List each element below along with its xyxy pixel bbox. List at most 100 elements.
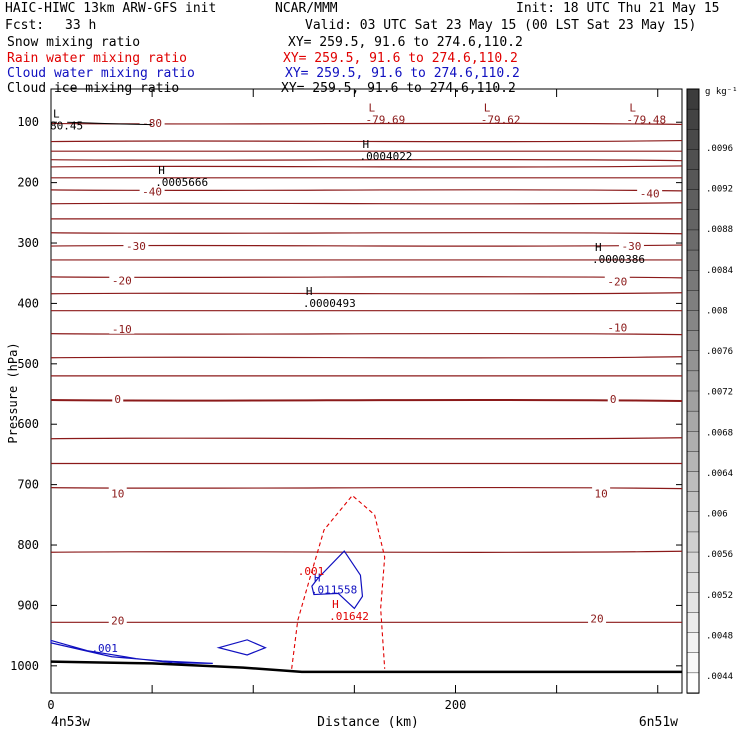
colorbar-segment xyxy=(686,350,700,372)
colorbar-segment xyxy=(686,672,700,694)
isotherm-line xyxy=(50,550,683,554)
cloud-water-contour xyxy=(311,550,364,610)
colorbar-segment xyxy=(686,330,700,352)
colorbar-segment xyxy=(686,149,700,171)
colorbar-label: .0056 xyxy=(706,550,733,560)
init-time: Init: 18 UTC Thu 21 May 15 xyxy=(516,1,720,16)
colorbar-segment xyxy=(686,632,700,654)
valid-time: Valid: 03 UTC Sat 23 May 15 (00 LST Sat … xyxy=(305,18,697,33)
colorbar-segment xyxy=(686,270,700,292)
colorbar-segment xyxy=(686,129,700,151)
isotherm-line xyxy=(50,437,683,440)
x-axis-title: Distance (km) xyxy=(317,715,419,730)
isotherm-label-bg xyxy=(607,391,619,404)
colorbar-segment xyxy=(686,592,700,614)
xy-cloud-water: XY= 259.5, 91.6 to 274.6,110.2 xyxy=(285,66,520,81)
extremum-value: .0005666 xyxy=(155,176,208,189)
isotherm-line xyxy=(50,398,683,403)
y-tick-label: 800 xyxy=(17,538,39,552)
colorbar-label: .006 xyxy=(706,510,728,520)
isotherm-label-bg xyxy=(139,184,165,197)
field-snow: Snow mixing ratio xyxy=(7,35,141,50)
colorbar-segment xyxy=(686,108,700,130)
extremum-value: .01642 xyxy=(329,610,369,623)
colorbar-label: .0068 xyxy=(706,428,733,438)
colorbar-label: .0048 xyxy=(706,631,733,641)
isotherm-line xyxy=(50,332,683,336)
isotherm-line xyxy=(50,158,683,162)
isotherm-label: 10 xyxy=(594,488,607,501)
y-tick-label: 100 xyxy=(17,115,39,129)
isotherm-label-bg xyxy=(108,613,127,626)
colorbar-segment xyxy=(686,370,700,392)
colorbar-label: .0076 xyxy=(706,347,733,357)
y-tick-label: 900 xyxy=(17,598,39,612)
extremum-marker: L xyxy=(53,107,60,120)
x-end-location: 6n51w xyxy=(639,715,678,730)
extremum-marker: H xyxy=(332,598,339,611)
colorbar-segment xyxy=(686,572,700,594)
y-tick-label: 400 xyxy=(17,296,39,310)
colorbar-segment xyxy=(686,431,700,453)
colorbar-label: .0064 xyxy=(706,469,733,479)
extremum-marker: L xyxy=(484,101,491,114)
field-cloud-water: Cloud water mixing ratio xyxy=(7,66,195,81)
y-tick-label: 200 xyxy=(17,176,39,190)
contour-label: .001 xyxy=(298,565,325,578)
extremum-marker: L xyxy=(369,101,376,114)
isotherm-line xyxy=(50,356,683,359)
colorbar-segment xyxy=(686,169,700,191)
isotherm-label-bg xyxy=(588,611,607,624)
isotherm-label: 0 xyxy=(610,393,617,406)
colorbar-label: .0084 xyxy=(706,266,733,276)
isotherm-label-bg xyxy=(592,486,611,499)
extremum-value: .0000386 xyxy=(592,253,645,266)
isotherm-label: -40 xyxy=(142,186,162,199)
isotherm-label-bg xyxy=(108,486,127,499)
xy-rain: XY= 259.5, 91.6 to 274.6,110.2 xyxy=(283,51,518,66)
y-tick-label: 600 xyxy=(17,417,39,431)
colorbar-label: .0044 xyxy=(706,672,733,682)
isotherm-line xyxy=(50,165,683,168)
isotherm-label: -30 xyxy=(622,240,642,253)
isotherm-label-bg xyxy=(604,274,630,287)
colorbar-segment xyxy=(686,390,700,412)
extremum-marker: L xyxy=(629,101,636,114)
colorbar-segment xyxy=(686,652,700,674)
forecast-label: Fcst: xyxy=(5,18,45,33)
colorbar-segment xyxy=(686,511,700,533)
colorbar-segment xyxy=(686,451,700,473)
extremum-marker: H xyxy=(306,285,313,298)
colorbar-segment xyxy=(686,551,700,573)
colorbar-frame xyxy=(686,88,700,694)
y-tick-label: 300 xyxy=(17,236,39,250)
surface-line xyxy=(50,660,682,674)
colorbar-segment xyxy=(686,209,700,231)
extremum-value: -79.69 xyxy=(366,113,406,126)
colorbar-segment xyxy=(686,410,700,432)
field-rain: Rain water mixing ratio xyxy=(7,51,188,66)
colorbar-segment xyxy=(686,229,700,251)
isotherm-line xyxy=(50,202,683,205)
forecast-hour: 33 h xyxy=(65,18,97,33)
extremum-value: .0000493 xyxy=(303,297,356,310)
x-tick-label: 200 xyxy=(445,698,467,712)
x-start-location: 4n53w xyxy=(51,715,90,730)
isotherm-label-bg xyxy=(112,391,124,404)
isotherm-label: -20 xyxy=(112,274,132,287)
isotherm-label: -20 xyxy=(607,276,627,289)
extremum-marker: H xyxy=(362,138,369,151)
y-tick-label: 500 xyxy=(17,357,39,371)
isotherm-line xyxy=(50,276,683,279)
extremum-value: .0004022 xyxy=(359,150,412,163)
extremum-marker: H xyxy=(314,571,321,584)
colorbar-label: .0092 xyxy=(706,185,733,195)
colorbar-segment xyxy=(686,249,700,271)
isotherm-line xyxy=(50,189,683,192)
colorbar-segment xyxy=(686,189,700,211)
colorbar-label: .0088 xyxy=(706,225,733,235)
isotherm-line xyxy=(50,139,683,143)
isotherm-label-bg xyxy=(604,320,630,333)
y-axis-title: Pressure (hPa) xyxy=(6,342,20,443)
